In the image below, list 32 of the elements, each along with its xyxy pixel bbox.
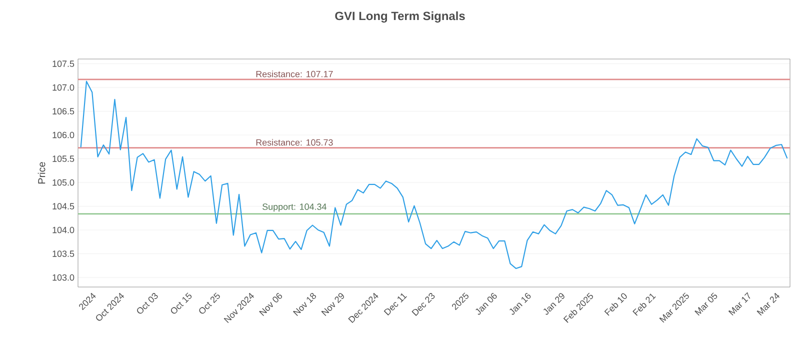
x-tick-label: Jan 29 — [543, 293, 564, 315]
x-tick-label: Nov 18 — [293, 293, 316, 316]
y-tick-label: 106.5 — [52, 108, 74, 114]
x-tick-label: Mar 24 — [756, 292, 780, 316]
x-tick-label: Mar 05 — [694, 292, 718, 316]
x-tick-label: Nov 29 — [321, 293, 344, 316]
y-tick-label: 107.5 — [52, 60, 74, 67]
x-tick-label: Dec 23 — [412, 293, 435, 316]
x-tick-label: Mar 17 — [728, 292, 750, 316]
x-tick-label: Feb 21 — [632, 294, 656, 316]
y-tick-label: 104.5 — [52, 203, 74, 210]
y-tick-label: 107.0 — [52, 84, 74, 91]
x-tick-label: Jan 06 — [476, 293, 497, 315]
y-tick-label: 104.0 — [52, 226, 74, 234]
y-tick-label: 105.5 — [52, 156, 74, 162]
y-tick-label: 105.0 — [52, 179, 74, 186]
y-tick-label: 103.5 — [52, 250, 74, 257]
x-tick-label: Nov 06 — [259, 293, 282, 316]
x-tick-label: Oct 15 — [170, 292, 192, 314]
x-tick-label: Feb 10 — [604, 293, 627, 316]
ref-line-label: Resistance: 107.17 — [256, 70, 333, 78]
chart-title: GVI Long Term Signals — [335, 11, 465, 23]
x-tick-label: Oct 03 — [137, 293, 158, 314]
ref-line-label: Support: 104.34 — [262, 204, 326, 212]
x-tick-label: Dec 11 — [384, 293, 407, 316]
x-tick-label: Jan 16 — [510, 293, 531, 315]
y-tick-label: 103.0 — [52, 274, 74, 281]
ref-line-label: Resistance: 105.73 — [256, 139, 333, 146]
line-series — [80, 80, 788, 270]
y-axis-title: Price — [38, 162, 46, 184]
y-tick-label: 106.0 — [52, 132, 74, 138]
x-tick-label: Oct 25 — [199, 292, 220, 314]
